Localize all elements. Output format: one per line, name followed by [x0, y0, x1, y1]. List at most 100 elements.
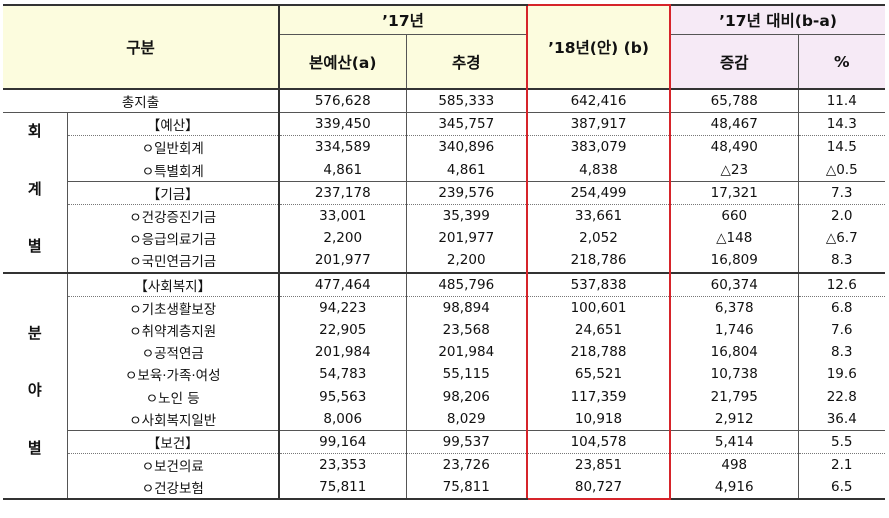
table-row: ㅇ보건의료 23,353 23,726 23,851 498 2.1: [3, 453, 886, 477]
cell-percent: △0.5: [797, 158, 886, 182]
section-char: 야: [27, 381, 42, 400]
row-label: 총지출: [3, 88, 279, 113]
cell-supplementary: 75,811: [405, 476, 527, 501]
cell-change: 2,912: [714, 410, 754, 427]
header-change: 증감: [670, 34, 798, 89]
cell-year18: 642,416: [526, 88, 671, 113]
cell-percent: 6.8: [797, 295, 886, 319]
table-row: ㅇ노인 등 95,563 98,206 117,359 21,795 22.8: [3, 385, 886, 408]
row-label: ㅇ특별회계: [141, 163, 204, 180]
cell-supplementary: 585,333: [405, 88, 527, 113]
cell-percent: 2.1: [797, 453, 886, 477]
cell-change: △23: [720, 161, 749, 178]
cell-year18: 383,079: [526, 135, 671, 159]
table-row: ㅇ취약계층지원 22,905 23,568 24,651 1,746 7.6: [3, 318, 886, 342]
row-label: ㅇ공적연금: [141, 346, 204, 363]
row-label: ㅇ사회복지일반: [129, 412, 217, 429]
section-char: 계: [27, 179, 42, 198]
header-year18: ’18년(안) (b): [526, 4, 671, 89]
cell-main-budget: 22,905: [278, 318, 406, 342]
header-category: 구분: [3, 4, 279, 89]
cell-main-budget: 75,811: [278, 476, 406, 501]
budget-table: 구분 ’17년 ’18년(안) (b) ’17년 대비(b-a) 본예산(a) …: [3, 4, 886, 501]
row-label: ㅇ기초생활보장: [67, 295, 279, 319]
table-row: ㅇ보육·가족·여성 54,783 55,115 65,521 10,738 19…: [3, 363, 886, 386]
cell-supplementary: 340,896: [405, 135, 527, 159]
row-label: ㅇ국민연금기금: [129, 254, 217, 271]
cell-percent: 6.5: [797, 476, 886, 501]
cell-percent: △6.7: [797, 227, 886, 250]
row-label: ㅇ건강보험: [67, 476, 279, 501]
cell-year18: 100,601: [526, 295, 671, 319]
cell-year18: 218,788: [526, 341, 671, 364]
cell-percent: 2.0: [797, 203, 886, 228]
cell-main-budget: 54,783: [278, 363, 406, 386]
table-row: 총지출 576,628 585,333 642,416 65,788 11.4: [3, 88, 886, 113]
section-char: 회: [27, 122, 42, 141]
cell-percent: 19.6: [797, 363, 886, 386]
cell-supplementary: 201,977: [405, 227, 527, 250]
cell-main-budget: 576,628: [278, 88, 406, 113]
table-row: ㅇ기초생활보장 94,223 98,894 100,601 6,378 6.8: [3, 295, 886, 319]
cell-main-budget: 94,223: [278, 295, 406, 319]
cell-percent: 36.4: [797, 407, 886, 431]
cell-change: 21,795: [710, 388, 758, 405]
cell-change: 16,809: [710, 252, 758, 269]
cell-change: 6,378: [670, 295, 798, 319]
table-row: ㅇ건강증진기금 33,001 35,399 33,661 660 2.0: [3, 203, 886, 228]
cell-supplementary: 98,206: [405, 385, 527, 408]
row-label: 【기금】: [67, 180, 279, 205]
cell-percent: 7.6: [797, 318, 886, 342]
cell-year18: 65,521: [526, 363, 671, 386]
cell-year18: 537,838: [526, 271, 671, 297]
cell-supplementary: 485,796: [405, 271, 527, 297]
cell-year18: 80,727: [526, 476, 671, 501]
row-label: 【사회복지】: [67, 271, 279, 297]
cell-change: 48,490: [670, 135, 798, 159]
row-label: ㅇ응급의료기금: [129, 232, 217, 249]
table-row: ㅇ특별회계 4,861 4,861 4,838 △23 △0.5: [3, 158, 886, 182]
cell-percent: 8.3: [797, 341, 886, 364]
cell-year18: 23,851: [526, 453, 671, 477]
cell-supplementary: 23,726: [405, 453, 527, 477]
cell-change: 4,916: [670, 476, 798, 501]
cell-main-budget: 2,200: [278, 227, 406, 250]
cell-supplementary: 55,115: [405, 363, 527, 386]
row-label: ㅇ취약계층지원: [129, 323, 217, 340]
cell-change: 48,467: [670, 112, 798, 136]
table-row: ㅇ사회복지일반 8,006 8,029 10,918 2,912 36.4: [3, 407, 886, 431]
row-label: 【예산】: [67, 112, 279, 136]
table-row: ㅇ응급의료기금 2,200 201,977 2,052 △148 △6.7: [3, 227, 886, 250]
header-main-budget: 본예산(a): [278, 34, 406, 89]
cell-change: 1,746: [714, 321, 754, 338]
cell-main-budget: 339,450: [278, 112, 406, 136]
table-row: ㅇ공적연금 201,984 201,984 218,788 16,804 8.3: [3, 341, 886, 364]
section-field: 분 야 별: [3, 271, 68, 501]
row-label: ㅇ건강증진기금: [67, 203, 279, 228]
cell-supplementary: 201,984: [405, 341, 527, 364]
cell-supplementary: 4,861: [405, 158, 527, 182]
table-row: 분 야 별 【사회복지】 477,464 485,796 537,838 60,…: [3, 271, 886, 501]
cell-main-budget: 4,861: [278, 158, 406, 182]
cell-change: 5,414: [670, 429, 798, 454]
cell-percent: 7.3: [797, 180, 886, 205]
row-label: ㅇ보건의료: [67, 453, 279, 477]
cell-year18: 4,838: [526, 158, 671, 182]
cell-supplementary: 239,576: [405, 180, 527, 205]
cell-main-budget: 95,563: [278, 385, 406, 408]
cell-percent: 11.4: [797, 88, 886, 113]
cell-main-budget: 23,353: [278, 453, 406, 477]
cell-main-budget: 334,589: [278, 135, 406, 159]
section-char: 별: [27, 438, 42, 457]
cell-main-budget: 8,006: [278, 407, 406, 431]
cell-change: 60,374: [670, 271, 798, 297]
cell-year18: 117,359: [526, 385, 671, 408]
table-row: ㅇ건강보험 75,811 75,811 80,727 4,916 6.5: [3, 476, 886, 501]
cell-change: 10,738: [710, 366, 758, 383]
cell-change: 660: [670, 203, 798, 228]
cell-percent: 5.5: [797, 429, 886, 454]
table-row: 【기금】 237,178 239,576 254,499 17,321 7.3: [3, 180, 886, 205]
cell-percent: 22.8: [797, 385, 886, 408]
cell-year18: 218,786: [526, 249, 671, 273]
cell-change: 16,804: [710, 344, 758, 361]
